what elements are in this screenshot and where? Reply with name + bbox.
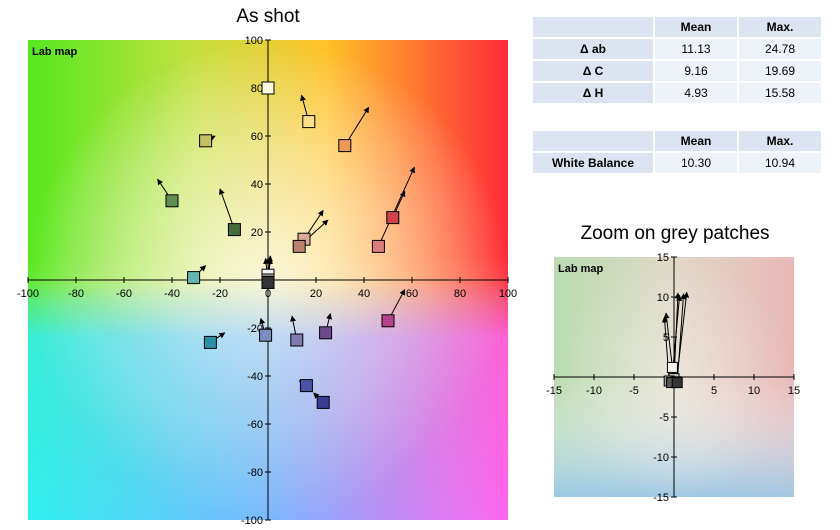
row-max: 10.94 [737, 151, 823, 175]
color-patch-marker [319, 326, 333, 340]
row-mean: 4.93 [653, 81, 739, 105]
delta-stats-table: Mean Max. Δ ab 11.13 24.78 Δ C 9.16 19.6… [531, 15, 823, 105]
table-row: Δ H 4.93 15.58 [531, 81, 823, 105]
patch-target-arrow [377, 166, 415, 247]
y-tick-label: 60 [251, 131, 263, 143]
table-header-max: Max. [737, 15, 823, 39]
color-patch-marker [302, 115, 316, 129]
row-mean: 10.30 [653, 151, 739, 175]
x-tick-label: -10 [586, 385, 602, 397]
row-max: 24.78 [737, 37, 823, 61]
table-header-max: Max. [737, 129, 823, 153]
x-tick-label: -20 [212, 288, 228, 300]
y-tick-label: -80 [247, 467, 263, 479]
row-mean: 9.16 [653, 59, 739, 83]
color-patch-marker [671, 377, 683, 389]
row-max: 15.58 [737, 81, 823, 105]
table-row: Δ ab 11.13 24.78 [531, 37, 823, 61]
color-patch-marker [261, 81, 275, 95]
row-label: Δ ab [531, 37, 655, 61]
row-label: Δ C [531, 59, 655, 83]
x-tick-label: 5 [711, 385, 717, 397]
table-header-mean: Mean [653, 15, 739, 39]
table-header-blank [531, 129, 655, 153]
color-patch-marker [165, 194, 179, 208]
y-tick-label: -10 [653, 452, 669, 464]
color-patch-marker [386, 211, 400, 225]
y-tick-label: -15 [653, 492, 669, 504]
x-tick-label: 0 [265, 288, 271, 300]
x-tick-label: 10 [748, 385, 760, 397]
x-tick-label: -40 [164, 288, 180, 300]
lab-map-label: Lab map [558, 263, 604, 275]
x-tick-label: -100 [17, 288, 39, 300]
x-tick-label: 20 [310, 288, 322, 300]
x-tick-label: 15 [788, 385, 800, 397]
y-tick-label: 10 [657, 292, 669, 304]
x-tick-label: 60 [406, 288, 418, 300]
color-patch-marker [666, 361, 678, 373]
lab-map-chart: Lab map -100 -80 -60 -40 -20 0 20 40 60 80 100 -100 -… [17, 35, 517, 527]
y-tick-label: 100 [245, 35, 263, 47]
x-tick-label: 40 [358, 288, 370, 300]
table-header-blank [531, 15, 655, 39]
y-tick-label: 20 [251, 227, 263, 239]
y-tick-label: 15 [657, 252, 669, 264]
color-patch-marker [381, 314, 395, 328]
patch-target-arrow [218, 188, 235, 230]
y-tick-label: -20 [247, 323, 263, 335]
y-tick-label: -60 [247, 419, 263, 431]
table-header-row: Mean Max. [531, 15, 823, 39]
color-patch-marker [371, 239, 385, 253]
color-patch-marker [292, 239, 306, 253]
y-tick-label: 40 [251, 179, 263, 191]
color-patch-marker [203, 335, 217, 349]
x-tick-label: -80 [68, 288, 84, 300]
main-chart-title: As shot [236, 6, 300, 27]
x-tick-label: 100 [499, 288, 517, 300]
table-row: Δ C 9.16 19.69 [531, 59, 823, 83]
color-patch-marker [199, 134, 213, 148]
row-max: 19.69 [737, 59, 823, 83]
x-tick-label: 80 [454, 288, 466, 300]
color-patch-marker [261, 275, 275, 289]
table-header-mean: Mean [653, 129, 739, 153]
color-patch-marker [227, 223, 241, 237]
x-tick-label: -60 [116, 288, 132, 300]
y-tick-label: -100 [241, 515, 263, 527]
color-patch-marker [187, 271, 201, 285]
patch-target-arrow [676, 293, 687, 383]
color-patch-marker [338, 139, 352, 153]
row-label: Δ H [531, 81, 655, 105]
y-tick-label: -5 [659, 412, 669, 424]
table-row: White Balance 10.30 10.94 [531, 151, 823, 175]
row-mean: 11.13 [653, 37, 739, 61]
x-tick-label: -5 [629, 385, 639, 397]
color-patch-marker [290, 333, 304, 347]
table-header-row: Mean Max. [531, 129, 823, 153]
color-patch-marker [299, 379, 313, 393]
white-balance-table: Mean Max. White Balance 10.30 10.94 [531, 129, 823, 175]
color-patch-marker [259, 328, 273, 342]
x-tick-label: -15 [546, 385, 562, 397]
lab-map-label: Lab map [32, 46, 78, 58]
zoom-chart-title: Zoom on grey patches [580, 223, 770, 244]
y-tick-label: 80 [251, 83, 263, 95]
y-tick-label: -40 [247, 371, 263, 383]
row-label: White Balance [531, 151, 655, 175]
color-patch-marker [316, 395, 330, 409]
